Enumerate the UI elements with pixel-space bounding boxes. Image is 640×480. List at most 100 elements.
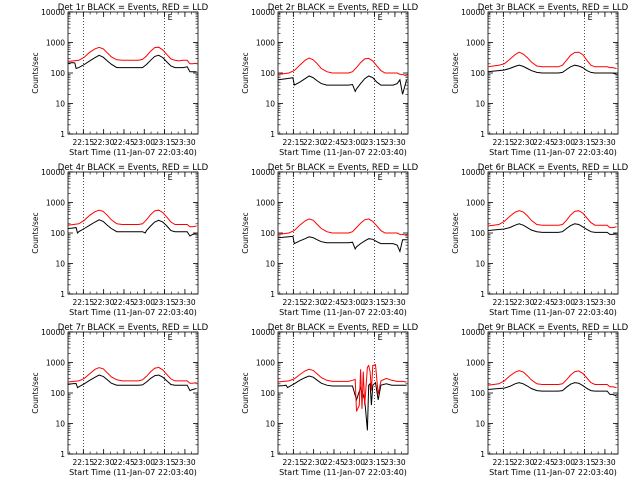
x-tick-label: 23:30: [174, 138, 196, 147]
y-axis-label: Counts/sec: [451, 372, 460, 413]
y-tick-label: 1000: [46, 199, 65, 208]
y-tick-label: 100: [261, 69, 276, 78]
chart-title: Det 3r BLACK = Events, RED = LLD: [478, 3, 629, 13]
y-tick-label: 1000: [466, 359, 485, 368]
x-axis-label: Start Time (11-Jan-07 22:03:40): [279, 468, 407, 477]
x-tick-label: 22:15: [283, 298, 305, 307]
x-axis-label: Start Time (11-Jan-07 22:03:40): [489, 148, 617, 157]
y-tick-label: 1: [60, 130, 65, 139]
x-tick-label: 22:45: [113, 458, 135, 467]
x-tick-label: 23:15: [364, 298, 386, 307]
y-tick-label: 100: [51, 389, 66, 398]
y-tick-label: 100: [51, 229, 66, 238]
x-tick-label: 23:00: [343, 298, 365, 307]
events-line: [67, 374, 197, 392]
chart-title: Det 5r BLACK = Events, RED = LLD: [268, 163, 419, 173]
x-tick-label: 22:30: [93, 298, 115, 307]
lld-line: [487, 210, 617, 229]
e-marker-label: E: [588, 173, 593, 182]
x-tick-label: 23:30: [594, 298, 616, 307]
y-tick-label: 1: [60, 290, 65, 299]
x-tick-label: 22:45: [533, 138, 555, 147]
x-tick-label: 22:45: [533, 298, 555, 307]
e-marker-label: E: [168, 13, 173, 22]
y-tick-label: 1000: [466, 199, 485, 208]
x-tick-label: 22:30: [93, 458, 115, 467]
chart-title: Det 2r BLACK = Events, RED = LLD: [268, 3, 419, 13]
y-tick-label: 100: [51, 69, 66, 78]
lld-line: [277, 57, 407, 77]
x-tick-label: 22:15: [283, 138, 305, 147]
y-tick-label: 10: [265, 100, 275, 109]
x-tick-label: 23:00: [133, 138, 155, 147]
y-axis-label: Counts/sec: [451, 212, 460, 253]
lld-line: [67, 209, 197, 228]
y-tick-label: 10: [55, 420, 65, 429]
e-marker-label: E: [378, 13, 383, 22]
x-tick-label: 22:45: [323, 138, 345, 147]
x-tick-label: 23:15: [364, 458, 386, 467]
y-tick-label: 1: [270, 130, 275, 139]
events-line: [277, 375, 407, 431]
y-tick-label: 100: [471, 69, 486, 78]
plot-frame: [67, 331, 199, 455]
x-tick-label: 22:30: [513, 138, 535, 147]
y-tick-label: 10: [475, 420, 485, 429]
plot-frame: [277, 331, 409, 455]
y-tick-label: 1: [480, 130, 485, 139]
x-tick-label: 22:15: [493, 138, 515, 147]
x-tick-label: 22:30: [513, 298, 535, 307]
events-line: [487, 64, 617, 75]
x-tick-label: 22:45: [533, 458, 555, 467]
x-tick-label: 22:15: [493, 298, 515, 307]
chart-title: Det 8r BLACK = Events, RED = LLD: [268, 323, 419, 333]
x-tick-label: 22:45: [323, 298, 345, 307]
plot-frame: [67, 11, 199, 135]
y-tick-label: 10000: [461, 168, 485, 177]
events-line: [67, 219, 197, 237]
e-marker-label: E: [378, 333, 383, 342]
y-axis-label: Counts/sec: [241, 52, 250, 93]
y-tick-label: 1000: [256, 39, 275, 48]
x-tick-label: 23:00: [343, 458, 365, 467]
y-tick-label: 10: [265, 420, 275, 429]
x-tick-label: 23:15: [154, 138, 176, 147]
y-tick-label: 10: [55, 100, 65, 109]
x-tick-label: 23:00: [133, 298, 155, 307]
plot-frame: [67, 171, 199, 295]
x-axis-label: Start Time (11-Jan-07 22:03:40): [69, 308, 197, 317]
x-tick-label: 22:15: [493, 458, 515, 467]
x-tick-label: 23:30: [594, 458, 616, 467]
plot-frame: [487, 331, 619, 455]
y-tick-label: 10: [55, 260, 65, 269]
y-axis-label: Counts/sec: [451, 52, 460, 93]
x-tick-label: 22:30: [303, 138, 325, 147]
y-tick-label: 1000: [256, 199, 275, 208]
x-tick-label: 22:15: [73, 138, 95, 147]
y-tick-label: 1: [480, 290, 485, 299]
y-tick-label: 100: [471, 389, 486, 398]
x-tick-label: 23:15: [364, 138, 386, 147]
y-tick-label: 1: [480, 450, 485, 459]
x-tick-label: 23:00: [133, 458, 155, 467]
x-tick-label: 22:30: [303, 298, 325, 307]
chart-title: Det 1r BLACK = Events, RED = LLD: [58, 3, 209, 13]
x-axis-label: Start Time (11-Jan-07 22:03:40): [279, 308, 407, 317]
x-tick-label: 23:00: [553, 458, 575, 467]
x-axis-label: Start Time (11-Jan-07 22:03:40): [279, 148, 407, 157]
x-tick-label: 23:30: [384, 458, 406, 467]
x-axis-label: Start Time (11-Jan-07 22:03:40): [69, 148, 197, 157]
y-axis-label: Counts/sec: [31, 212, 40, 253]
x-tick-label: 22:45: [113, 138, 135, 147]
x-tick-label: 23:15: [574, 298, 596, 307]
y-tick-label: 1000: [46, 359, 65, 368]
e-marker-label: E: [378, 173, 383, 182]
lld-line: [277, 364, 407, 412]
y-tick-label: 100: [261, 229, 276, 238]
